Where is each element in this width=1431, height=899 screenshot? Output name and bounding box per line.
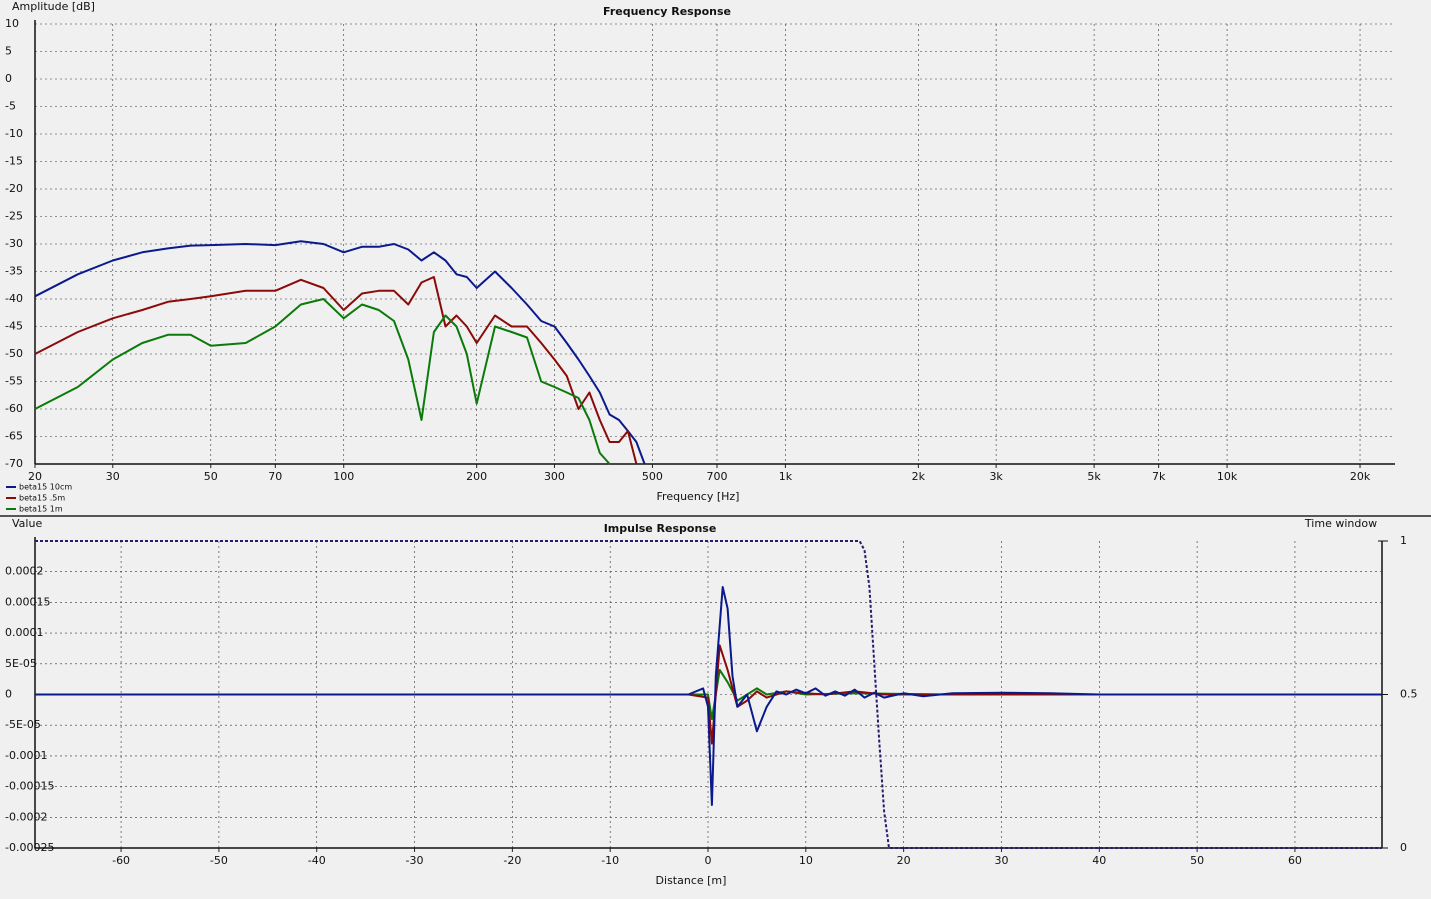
y-tick-label: -40 <box>5 292 23 305</box>
legend-label: beta15 1m <box>19 505 63 514</box>
series-line <box>34 276 638 465</box>
x-tick-label: -30 <box>406 854 424 867</box>
x-tick-label: 5k <box>1087 470 1101 483</box>
y2-tick-label: 0.5 <box>1400 688 1418 701</box>
y-tick-label: -25 <box>5 210 23 223</box>
y-axis-label: Value <box>12 517 42 530</box>
y-tick-label: -0.00015 <box>5 780 54 793</box>
y-tick-label: -50 <box>5 347 23 360</box>
legend-label: beta15 10cm <box>19 483 72 492</box>
y-tick-label: -30 <box>5 237 23 250</box>
y-tick-label: 0.0001 <box>5 626 44 639</box>
y-tick-label: -20 <box>5 182 23 195</box>
y-tick-label: -65 <box>5 430 23 443</box>
x-tick-label: 500 <box>642 470 663 483</box>
x-tick-label: 2k <box>912 470 926 483</box>
x-tick-label: -40 <box>308 854 326 867</box>
x-tick-label: 60 <box>1288 854 1302 867</box>
x-tick-label: 10k <box>1217 470 1238 483</box>
y-tick-label: -5E-05 <box>5 718 41 731</box>
y-tick-label: -0.0001 <box>5 749 47 762</box>
x-tick-label: 3k <box>989 470 1003 483</box>
chart-title: Frequency Response <box>603 5 731 18</box>
x-tick-label: 30 <box>994 854 1008 867</box>
x-tick-label: 10 <box>799 854 813 867</box>
x-tick-label: 30 <box>106 470 120 483</box>
y-tick-label: -0.00025 <box>5 841 54 854</box>
y-tick-label: 0.0002 <box>5 565 44 578</box>
x-tick-label: 40 <box>1092 854 1106 867</box>
series-line <box>34 298 611 465</box>
y2-tick-label: 0 <box>1400 841 1407 854</box>
y-axis-label: Amplitude [dB] <box>12 0 95 13</box>
x-tick-label: 70 <box>268 470 282 483</box>
x-tick-label: -10 <box>601 854 619 867</box>
y-tick-label: 10 <box>5 17 19 30</box>
x-tick-label: 0 <box>705 854 712 867</box>
x-tick-label: 300 <box>544 470 565 483</box>
x-tick-label: 200 <box>466 470 487 483</box>
x-tick-label: -50 <box>210 854 228 867</box>
x-tick-label: 700 <box>706 470 727 483</box>
y-tick-label: -60 <box>5 402 23 415</box>
x-tick-label: 20k <box>1350 470 1371 483</box>
x-tick-label: 20 <box>897 854 911 867</box>
y2-axis-label: Time window <box>1304 517 1377 530</box>
chart-title: Impulse Response <box>604 522 717 535</box>
y-tick-label: -35 <box>5 265 23 278</box>
x-tick-label: 1k <box>779 470 793 483</box>
y-tick-label: 0 <box>5 72 12 85</box>
x-tick-label: 50 <box>1190 854 1204 867</box>
x-tick-label: 7k <box>1152 470 1166 483</box>
legend-label: beta15 .5m <box>19 494 65 503</box>
series-line <box>35 540 1382 849</box>
y-tick-label: 0.00015 <box>5 595 51 608</box>
y-tick-label: -55 <box>5 375 23 388</box>
y-tick-label: -15 <box>5 155 23 168</box>
y-tick-label: -10 <box>5 127 23 140</box>
y-tick-label: -0.0002 <box>5 810 47 823</box>
x-tick-label: 50 <box>204 470 218 483</box>
y-tick-label: -70 <box>5 457 23 470</box>
y-tick-label: -45 <box>5 320 23 333</box>
x-tick-label: 20 <box>28 470 42 483</box>
x-axis-label: Distance [m] <box>656 874 727 887</box>
y-tick-label: 5 <box>5 45 12 58</box>
x-axis-label: Frequency [Hz] <box>657 490 740 503</box>
series-line <box>35 586 1382 806</box>
x-tick-label: -60 <box>112 854 130 867</box>
y-tick-label: 0 <box>5 688 12 701</box>
series-line <box>34 240 646 465</box>
y-tick-label: -5 <box>5 100 16 113</box>
x-tick-label: -20 <box>503 854 521 867</box>
x-tick-label: 100 <box>333 470 354 483</box>
y-tick-label: 5E-05 <box>5 657 37 670</box>
y2-tick-label: 1 <box>1400 534 1407 547</box>
